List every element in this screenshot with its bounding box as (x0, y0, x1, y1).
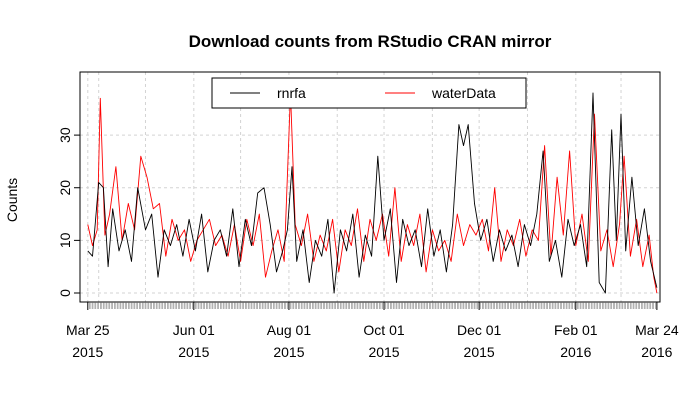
x-tick-label: Mar 24 (635, 322, 679, 338)
x-tick-label-year: 2015 (273, 344, 304, 360)
x-tick-label-year: 2015 (178, 344, 209, 360)
y-axis-label: Counts (4, 178, 20, 222)
x-tick-label-year: 2015 (464, 344, 495, 360)
chart-title: Download counts from RStudio CRAN mirror (189, 32, 552, 51)
legend-label-rnrfa: rnrfa (277, 85, 306, 101)
x-tick-label-year: 2015 (72, 344, 103, 360)
series-lines (87, 92, 658, 294)
x-tick-label: Jun 01 (173, 322, 215, 338)
series-line-rnrfa (87, 92, 658, 294)
x-tick-label: Mar 25 (66, 322, 110, 338)
x-tick-label: Aug 01 (267, 322, 312, 338)
grid (80, 72, 660, 302)
series-line-waterdata (87, 92, 658, 294)
y-tick-label: 20 (57, 180, 73, 196)
x-tick-label-year: 2015 (368, 344, 399, 360)
x-tick-label: Dec 01 (457, 322, 502, 338)
y-axis: 0 10 20 30 (57, 127, 80, 297)
x-axis: Mar 25 2015 Jun 01 2015 Aug 01 2015 Oct 01 2015… (66, 302, 679, 360)
y-tick-label: 30 (57, 127, 73, 143)
y-tick-label: 10 (57, 232, 73, 248)
x-tick-label: Oct 01 (363, 322, 404, 338)
legend: rnrfa waterData (211, 77, 527, 109)
legend-box (211, 77, 527, 109)
x-tick-label: Feb 01 (554, 322, 598, 338)
y-tick-label: 0 (57, 289, 73, 297)
x-tick-label-year: 2016 (641, 344, 672, 360)
legend-label-waterdata: waterData (431, 85, 496, 101)
x-tick-label-year: 2016 (560, 344, 591, 360)
